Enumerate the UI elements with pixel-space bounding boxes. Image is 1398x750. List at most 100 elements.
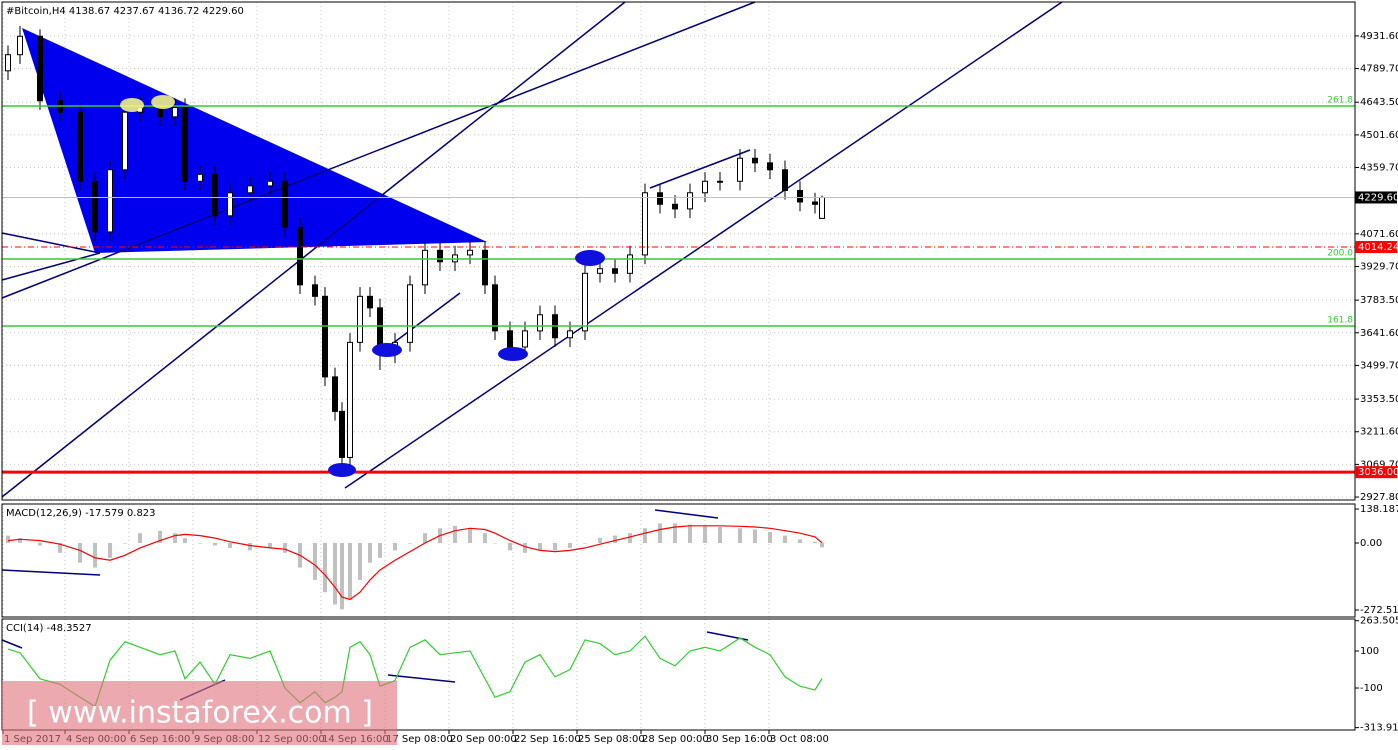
macd-bar bbox=[6, 535, 10, 544]
y-tick-label: -272.512 bbox=[1360, 605, 1398, 616]
candle-body bbox=[332, 376, 338, 412]
macd-bar bbox=[58, 543, 62, 553]
macd-bar bbox=[423, 533, 427, 544]
y-tick-label: 3783.50 bbox=[1360, 295, 1398, 306]
y-tick-label: 3353.50 bbox=[1360, 394, 1398, 405]
price-tag bbox=[1355, 241, 1397, 254]
macd-bar bbox=[248, 543, 252, 551]
panel-title: CCI(14) -48.3527 bbox=[6, 623, 92, 634]
panel-frame bbox=[1, 503, 1356, 618]
panel-frame bbox=[1, 618, 1356, 731]
macd-bar bbox=[173, 533, 177, 544]
candle-body bbox=[597, 268, 603, 274]
macd-bar bbox=[768, 531, 772, 544]
fibo-level-label: 261.8 bbox=[1327, 96, 1353, 106]
divergence-line bbox=[387, 674, 456, 683]
candle-body bbox=[482, 249, 488, 286]
price-tag-label: 3036.00 bbox=[1358, 467, 1398, 478]
macd-bar bbox=[123, 543, 127, 544]
candle-body bbox=[267, 180, 273, 187]
x-tick-label: 17 Sep 08:00 bbox=[386, 734, 453, 745]
candle-body bbox=[782, 169, 788, 191]
candle-body bbox=[37, 35, 43, 102]
candle-body bbox=[737, 157, 743, 182]
price-tag-label: 4229.60 bbox=[1358, 192, 1398, 203]
panel-title: MACD(12,26,9) -17.579 0.823 bbox=[6, 508, 156, 519]
candle-body bbox=[347, 341, 353, 458]
macd-bar bbox=[738, 528, 742, 544]
macd-bar bbox=[368, 543, 372, 563]
y-tick-label: 263.505 bbox=[1360, 616, 1398, 627]
candle-body bbox=[522, 330, 528, 348]
macd-bar bbox=[643, 528, 647, 544]
macd-bar bbox=[673, 523, 677, 544]
candle-body bbox=[282, 180, 288, 228]
macd-bar bbox=[688, 524, 692, 544]
highlight bbox=[328, 463, 356, 477]
macd-bar bbox=[508, 543, 512, 551]
x-tick-label: 22 Sep 16:00 bbox=[514, 734, 581, 745]
candle-body bbox=[797, 189, 803, 203]
trend-line bbox=[1, 1, 756, 299]
highlight bbox=[575, 250, 605, 266]
macd-bar bbox=[348, 543, 352, 600]
y-tick-label: -100 bbox=[1360, 683, 1383, 694]
macd-bar bbox=[18, 538, 22, 544]
candle-body bbox=[819, 196, 825, 219]
candle-body bbox=[467, 249, 473, 256]
macd-bar bbox=[358, 543, 362, 580]
y-tick-label: 4789.70 bbox=[1360, 64, 1398, 75]
y-tick-label: 2927.80 bbox=[1360, 492, 1398, 503]
trend-line bbox=[344, 1, 1063, 489]
macd-bar bbox=[523, 543, 527, 553]
macd-bar bbox=[468, 528, 472, 544]
candle-body bbox=[77, 111, 83, 182]
candle-body bbox=[297, 226, 303, 286]
macd-bar bbox=[493, 543, 497, 544]
candle-body bbox=[702, 180, 708, 194]
macd-bar bbox=[340, 543, 344, 610]
y-tick-label: 4071.60 bbox=[1360, 229, 1398, 240]
candle-body bbox=[227, 192, 233, 217]
y-tick-label: 100 bbox=[1360, 646, 1379, 657]
candle-body bbox=[582, 272, 588, 332]
candle-body bbox=[312, 284, 318, 297]
macd-bar bbox=[183, 538, 187, 544]
y-tick-label: 3929.70 bbox=[1360, 261, 1398, 272]
macd-bar bbox=[323, 543, 327, 593]
macd-bar bbox=[568, 543, 572, 548]
macd-bar bbox=[158, 530, 162, 544]
indicator-line bbox=[7, 635, 823, 708]
candle-body bbox=[507, 330, 513, 348]
candle-body bbox=[247, 185, 253, 194]
candle-body bbox=[537, 314, 543, 332]
trend-line bbox=[387, 292, 461, 348]
divergence-line bbox=[1, 639, 23, 649]
macd-bar bbox=[453, 525, 457, 544]
price-tag bbox=[1355, 466, 1397, 479]
candle-body bbox=[642, 192, 648, 256]
candle-body bbox=[107, 169, 113, 233]
macd-bar bbox=[798, 539, 802, 544]
macd-bar bbox=[313, 543, 317, 580]
macd-bar bbox=[783, 535, 787, 544]
candle-body bbox=[672, 203, 678, 210]
candle-body bbox=[812, 201, 818, 205]
candle-body bbox=[122, 111, 128, 171]
fibo-level-label: 161.8 bbox=[1327, 316, 1353, 326]
y-tick-label: -313.9119 bbox=[1360, 723, 1398, 734]
candle-body bbox=[197, 173, 203, 182]
macd-bar bbox=[268, 543, 272, 548]
macd-bar bbox=[628, 533, 632, 544]
y-tick-label: 3641.60 bbox=[1360, 328, 1398, 339]
x-tick-label: 3 Oct 08:00 bbox=[770, 734, 829, 745]
macd-bar bbox=[718, 527, 722, 544]
macd-bar bbox=[583, 543, 587, 544]
y-tick-label: 3499.70 bbox=[1360, 360, 1398, 371]
highlight bbox=[498, 347, 528, 361]
candle-body bbox=[567, 330, 573, 339]
price-tag bbox=[1355, 191, 1397, 204]
highlights bbox=[120, 95, 605, 477]
macd-bar bbox=[108, 543, 112, 558]
